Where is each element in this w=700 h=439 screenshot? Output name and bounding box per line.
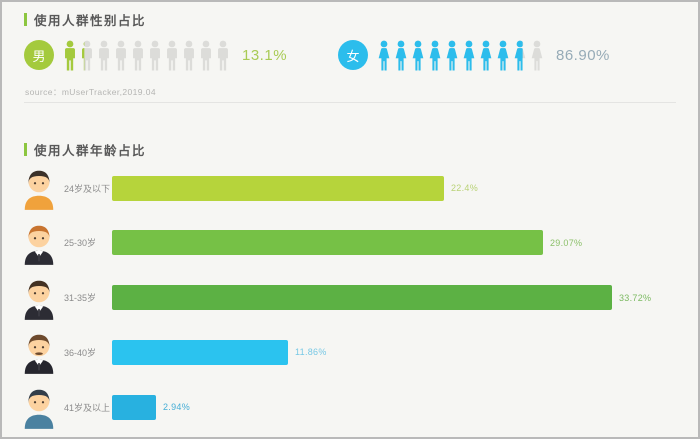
male-person-icon: [165, 37, 179, 74]
female-group: 女 86.90%: [338, 34, 610, 76]
male-person-icon: [148, 37, 162, 74]
female-person-icon: [445, 37, 459, 74]
gender-title-text: 使用人群性别占比: [34, 14, 147, 28]
male-person-icon: [80, 37, 94, 74]
age-title-text: 使用人群年龄占比: [34, 144, 147, 158]
age-bar: [112, 175, 444, 201]
age-row-2: 25-30岁 29.07%: [20, 217, 690, 269]
age-label: 31-35岁: [64, 293, 97, 303]
male-person-icon: [199, 37, 213, 74]
bar-wrap: 33.72%: [112, 285, 690, 310]
female-percentage: 86.90%: [556, 46, 610, 64]
section-divider: [24, 102, 676, 103]
male-person-icon: [114, 37, 128, 74]
female-person-icon: [377, 37, 391, 74]
bar-wrap: 29.07%: [112, 230, 690, 256]
age-value: 33.72%: [619, 292, 652, 303]
bar-wrap: 2.94%: [112, 394, 690, 420]
age-row-5: 41岁及以上 2.94%: [20, 381, 690, 433]
age-row-3: 31-35岁 33.72%: [20, 272, 690, 324]
age-bar: [112, 394, 156, 420]
age-avatar: [20, 330, 58, 375]
age-avatar: [20, 276, 58, 320]
age-avatar: [20, 385, 58, 429]
female-person-icon: [530, 37, 544, 74]
age-row-1: 24岁及以下 22.4%: [20, 162, 690, 214]
age-value: 29.07%: [550, 237, 583, 248]
bar-wrap: 11.86%: [112, 339, 690, 365]
title-accent-bar: [24, 143, 27, 156]
age-label: 24岁及以下: [64, 183, 111, 194]
female-pictogram-row: [377, 37, 547, 74]
source-note: source：mUserTracker,2019.04: [25, 87, 156, 97]
age-label: 41岁及以上: [64, 402, 111, 413]
age-label: 25-30岁: [64, 238, 97, 249]
age-avatar: [20, 166, 58, 210]
age-value: 2.94%: [163, 402, 191, 412]
age-bar: [112, 285, 612, 310]
age-section-title: 使用人群年龄占比: [24, 140, 146, 159]
age-row-4: 36-40岁 11.86%: [20, 326, 690, 378]
male-person-icon: [131, 37, 145, 74]
male-badge: 男: [24, 40, 54, 70]
female-person-icon: [462, 37, 476, 74]
male-person-icon: [63, 37, 77, 74]
female-person-icon: [496, 37, 510, 74]
female-person-icon: [513, 37, 527, 74]
female-person-icon: [411, 37, 425, 74]
female-badge: 女: [338, 40, 368, 70]
male-percentage: 13.1%: [242, 46, 288, 64]
age-avatar: [20, 221, 58, 265]
age-bar: [112, 339, 288, 365]
male-pictogram-row: [63, 37, 233, 74]
age-label: 36-40岁: [64, 347, 97, 358]
male-group: 男 13.1%: [24, 34, 287, 76]
female-person-icon: [394, 37, 408, 74]
gender-section-title: 使用人群性别占比: [24, 10, 146, 29]
male-person-icon: [216, 37, 230, 74]
female-person-icon: [479, 37, 493, 74]
age-value: 22.4%: [451, 183, 479, 193]
title-accent-bar: [24, 13, 27, 26]
female-person-icon: [428, 37, 442, 74]
male-person-icon: [182, 37, 196, 74]
age-bar-chart: 24岁及以下 22.4% 25-30岁 29.07% 31-35岁 33.72%…: [20, 162, 690, 433]
bar-wrap: 22.4%: [112, 175, 690, 201]
age-bar: [112, 230, 543, 256]
age-value: 11.86%: [295, 347, 327, 358]
male-person-icon: [97, 37, 111, 74]
